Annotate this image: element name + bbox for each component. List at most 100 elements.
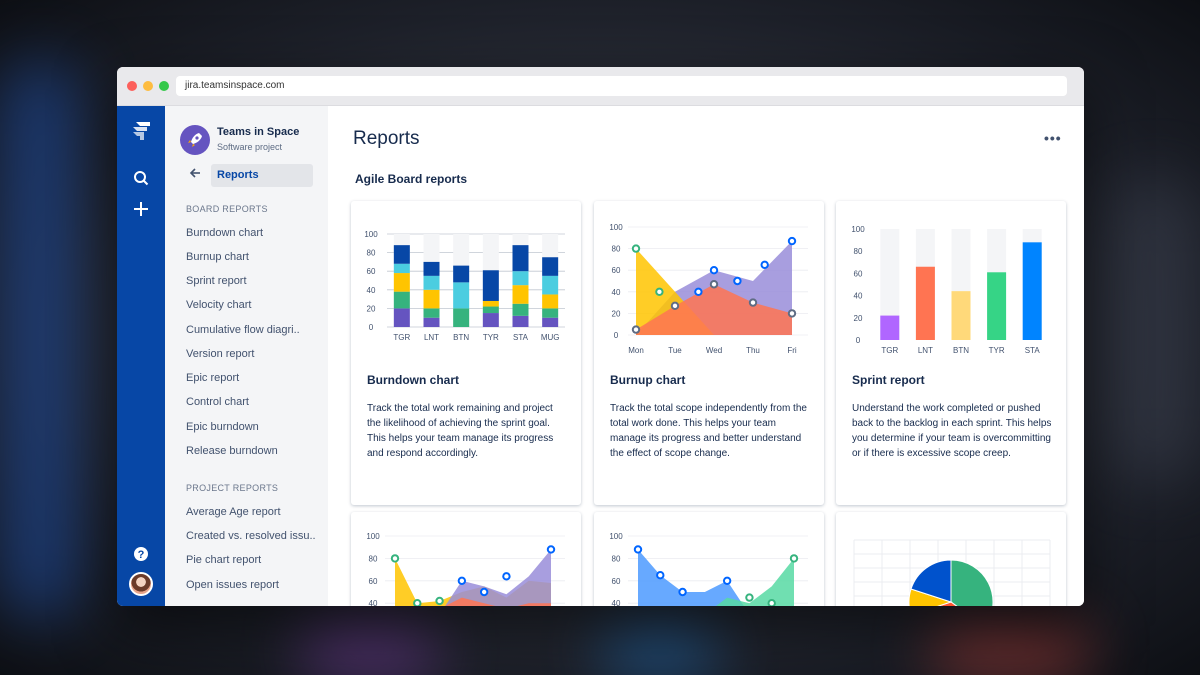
y-tick-label: 40 (369, 599, 378, 606)
data-point (656, 571, 665, 580)
browser-window: jira.teamsinspace.com ? (117, 67, 1084, 606)
plus-icon[interactable] (130, 198, 152, 220)
bar (1022, 242, 1042, 340)
y-tick-label: 60 (612, 577, 621, 586)
burnup-chart-thumbnail: 0 20 40 60 80 100 Mon Tue Wed Thu Fri (609, 223, 808, 355)
bar (880, 315, 900, 340)
bar-segment (542, 317, 559, 327)
y-tick-label: 40 (854, 292, 863, 301)
data-point (722, 576, 732, 586)
data-point (760, 260, 769, 269)
sidebar-item-burndown-chart[interactable]: Burndown chart (186, 227, 264, 239)
data-point (767, 599, 776, 606)
area-series (638, 549, 744, 606)
sidebar-item-epic-burndown[interactable]: Epic burndown (186, 421, 259, 433)
rocket-icon (188, 133, 202, 147)
user-avatar[interactable] (129, 572, 153, 596)
search-icon[interactable] (130, 167, 152, 189)
maximize-window-button[interactable] (159, 81, 169, 91)
y-tick-label: 100 (366, 532, 380, 541)
sidebar-item-version-report[interactable]: Version report (186, 348, 255, 360)
report-card-velocity[interactable]: 40 60 80 100 (351, 512, 581, 606)
report-card-burnup[interactable]: 0 20 40 60 80 100 Mon Tue Wed Thu Fri Burnup chart… (594, 201, 824, 505)
global-navigation: ? (117, 106, 165, 606)
sidebar-item-created-vs-resolved[interactable]: Created vs. resolved issu.. (186, 530, 316, 542)
bar-segment (423, 289, 440, 309)
sidebar-item-release-burndown[interactable]: Release burndown (186, 445, 278, 457)
x-tick-label: TYR (483, 333, 499, 342)
card-title: Burnup chart (610, 373, 686, 387)
bar-segment (512, 245, 529, 272)
x-tick-label: LNT (424, 333, 439, 342)
arrow-left-icon[interactable] (189, 167, 201, 182)
y-tick-label: 80 (612, 245, 621, 254)
bar-segment (423, 308, 440, 318)
close-window-button[interactable] (127, 81, 137, 91)
data-point (413, 599, 422, 606)
bar-segment (542, 275, 559, 295)
data-point (390, 554, 400, 563)
minimize-window-button[interactable] (143, 81, 153, 91)
data-point (631, 244, 641, 253)
y-tick-label: 40 (612, 599, 621, 606)
bar-segment (542, 308, 559, 318)
project-reports-heading: PROJECT REPORTS (186, 483, 279, 493)
velocity-chart-thumbnail: 40 60 80 100 (366, 532, 565, 606)
report-card-pie[interactable] (836, 512, 1066, 606)
sidebar-item-open-issues[interactable]: Open issues report (186, 579, 279, 591)
bar-segment (512, 285, 529, 304)
sidebar-item-average-age[interactable]: Average Age report (186, 506, 281, 518)
help-icon[interactable]: ? (130, 543, 152, 565)
data-point (479, 587, 489, 597)
data-point (787, 236, 797, 246)
bar-segment (512, 303, 529, 316)
section-heading: Agile Board reports (355, 172, 468, 186)
data-point (655, 287, 664, 297)
x-tick-label: TGR (881, 346, 898, 355)
x-tick-label: TYR (989, 346, 1005, 355)
bar-segment (482, 313, 499, 327)
data-point (457, 576, 467, 586)
x-tick-label: Wed (706, 346, 722, 355)
sidebar-item-burnup-chart[interactable]: Burnup chart (186, 251, 249, 263)
sidebar-item-control-chart[interactable]: Control chart (186, 396, 249, 408)
sprint-chart-thumbnail: 0 20 40 60 80 100 TGR LNT BTN TYR STA (851, 225, 1042, 355)
sidebar-item-cumulative-flow[interactable]: Cumulative flow diagri.. (186, 324, 300, 336)
data-point (633, 545, 643, 554)
y-tick-label: 0 (614, 331, 619, 340)
jira-logo-icon[interactable] (128, 118, 154, 144)
card-title: Burndown chart (367, 373, 459, 387)
y-tick-label: 100 (364, 230, 378, 239)
area-series (716, 558, 794, 606)
sidebar-item-velocity-chart[interactable]: Velocity chart (186, 299, 252, 311)
address-bar[interactable]: jira.teamsinspace.com (176, 76, 1067, 96)
report-card-cumulative-flow[interactable]: 40 60 80 100 (594, 512, 824, 606)
data-point (678, 587, 687, 597)
back-to-reports-button[interactable] (211, 164, 313, 187)
y-tick-label: 40 (367, 286, 376, 295)
y-tick-label: 60 (369, 577, 378, 586)
data-point (733, 276, 742, 286)
x-tick-label: Tue (668, 346, 682, 355)
report-card-burndown[interactable]: 0 20 40 60 80 100 TGR LNT BTN TYR STA MUG Burndown … (351, 201, 581, 505)
bar (951, 291, 971, 340)
bar-segment (482, 270, 499, 301)
bar (915, 266, 935, 340)
project-name[interactable]: Teams in Space (217, 126, 300, 138)
project-avatar[interactable] (180, 125, 210, 155)
sidebar-item-pie-chart[interactable]: Pie chart report (186, 554, 262, 566)
x-tick-label: STA (1025, 346, 1041, 355)
x-tick-label: BTN (953, 346, 969, 355)
pie-chart-thumbnail (853, 539, 1051, 606)
more-horizontal-icon[interactable]: ••• (1044, 130, 1062, 146)
report-card-sprint[interactable]: 0 20 40 60 80 100 TGR LNT BTN TYR STA Sprint repor… (836, 201, 1066, 505)
bar-segment (453, 265, 470, 283)
reports-nav-label[interactable]: Reports (217, 169, 259, 181)
page-title: Reports (353, 128, 420, 149)
bar-segment (423, 275, 440, 290)
sidebar-item-epic-report[interactable]: Epic report (186, 372, 240, 384)
y-tick-label: 60 (367, 267, 376, 276)
y-tick-label: 0 (369, 323, 374, 332)
area-series (445, 597, 551, 606)
sidebar-item-sprint-report[interactable]: Sprint report (186, 275, 247, 287)
